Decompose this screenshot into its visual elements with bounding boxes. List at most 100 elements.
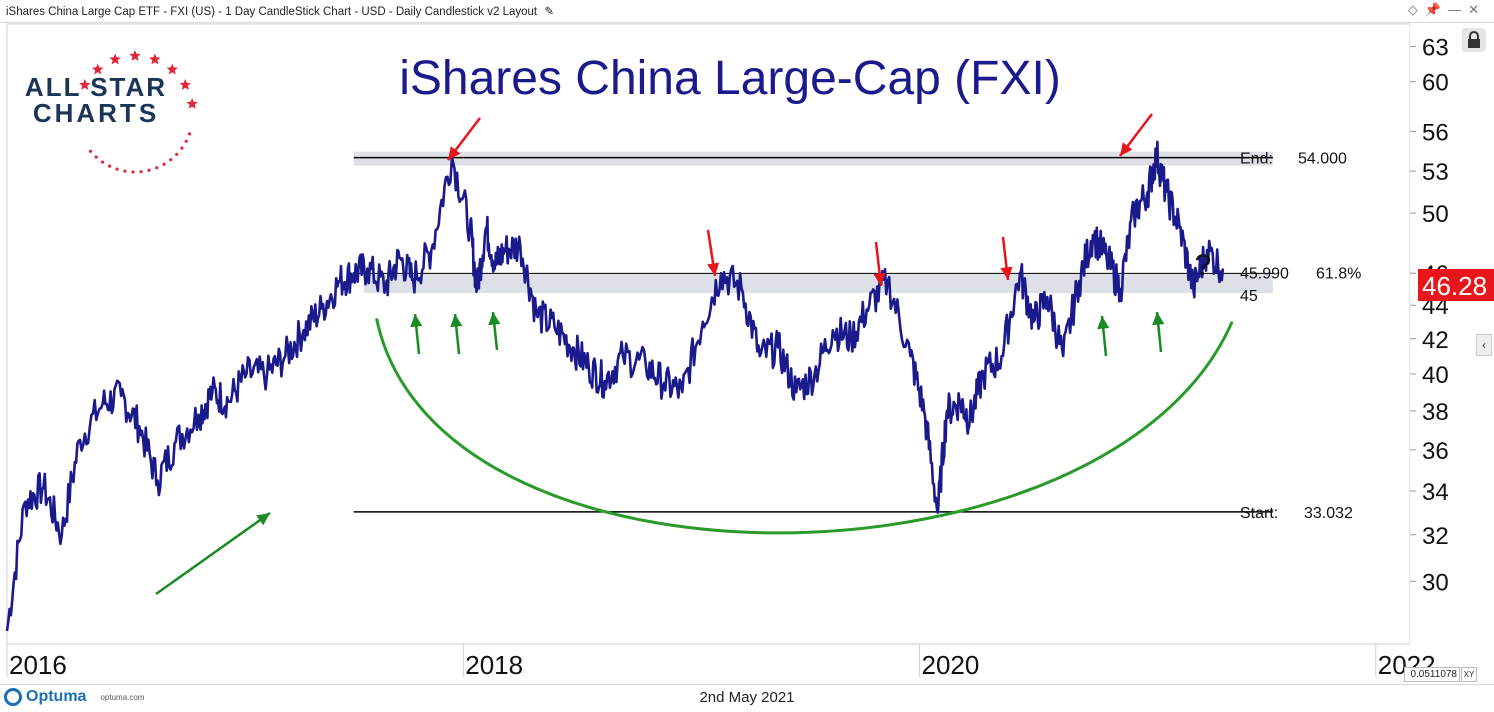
zoom-value[interactable]: 0.0511078 — [1404, 667, 1460, 682]
logo-star — [179, 79, 191, 90]
y-tick-label: 34 — [1422, 479, 1449, 506]
red-arrow-down-1-head — [448, 146, 461, 160]
logo-star — [92, 63, 104, 75]
green-arrow-up-1-head — [410, 314, 423, 328]
logo-dot — [94, 155, 98, 159]
level-45-value: 45 — [1240, 288, 1258, 305]
y-tick-label: 40 — [1422, 362, 1449, 389]
y-tick-label: 36 — [1422, 438, 1449, 465]
resistance-band — [353, 151, 1273, 166]
logo-dot — [88, 149, 93, 153]
logo-star — [109, 53, 121, 65]
rounding-bottom-arc — [375, 318, 1234, 535]
x-tick-label: 2016 — [9, 650, 67, 680]
price-chart[interactable]: 6360565350464442403836343230 20162018202… — [0, 22, 1494, 684]
green-arrow-up-3 — [488, 311, 501, 351]
window-titlebar: iShares China Large Cap ETF - FXI (US) -… — [0, 0, 1494, 23]
optuma-logo-icon — [4, 688, 22, 706]
support-band — [363, 273, 1273, 294]
minimize-icon[interactable]: — — [1448, 2, 1469, 17]
chart-title: iShares China Large-Cap (FXI) — [399, 52, 1061, 105]
pencil-icon[interactable]: ✎ — [544, 6, 554, 18]
x-axis-labels: 2016 2018 2020 2022 — [6, 644, 1436, 680]
logo-star — [186, 97, 198, 109]
logo-dot — [187, 132, 192, 136]
price-series — [5, 140, 1225, 632]
green-trend-arrow — [155, 511, 271, 596]
level-fib-value: 45.990 — [1240, 265, 1289, 282]
green-arrow-up-2 — [450, 313, 463, 355]
last-price-value: 46.28 — [1422, 271, 1487, 301]
green-arrow-up-1 — [410, 313, 423, 355]
logo-dot — [169, 158, 173, 162]
logo-star — [149, 53, 161, 65]
optuma-brand: Optuma optuma.com — [4, 688, 144, 706]
y-tick-label: 53 — [1422, 159, 1449, 186]
y-tick-label: 30 — [1422, 569, 1449, 596]
y-tick-label: 38 — [1422, 399, 1449, 426]
level-start-value: 33.032 — [1304, 505, 1353, 522]
red-arrow-down-1 — [447, 117, 481, 161]
green-trend-arrow-head — [256, 513, 270, 526]
logo-dot — [115, 167, 119, 171]
diamond-icon[interactable]: ◇ — [1407, 2, 1425, 17]
logo-dot — [100, 160, 105, 164]
question-mark-annotation: ? — [1195, 249, 1212, 282]
lock-icon[interactable] — [1462, 28, 1486, 52]
price-line — [5, 140, 1225, 632]
red-arrow-down-3-head — [873, 272, 886, 286]
green-trend-arrow-shaft — [155, 511, 271, 596]
logo-dot — [175, 152, 179, 156]
logo-dot — [123, 169, 127, 173]
logo-dot — [139, 170, 143, 174]
level-start-label: Start: — [1240, 505, 1278, 522]
y-tick-label: 60 — [1422, 70, 1449, 97]
level-labels: End: 54.000 45.990 61.8% 45 Start: 33.032 — [1240, 151, 1361, 522]
y-tick-label: 50 — [1422, 201, 1449, 228]
support-resistance-bands — [353, 151, 1273, 513]
level-end-value: 54.000 — [1298, 151, 1347, 168]
rounding-bottom-curve — [375, 318, 1234, 535]
red-arrow-down-3 — [873, 241, 886, 287]
close-icon[interactable]: ✕ — [1468, 2, 1486, 17]
plot-area — [6, 23, 1411, 645]
logo-dot — [180, 146, 184, 150]
logo-dot — [107, 164, 112, 168]
optuma-brand-text: Optuma — [26, 688, 87, 705]
red-arrow-down-4 — [1000, 236, 1013, 281]
window-controls: ◇📌—✕ — [1408, 2, 1486, 18]
window-title: iShares China Large Cap ETF - FXI (US) -… — [6, 6, 554, 18]
logo-line2: CHARTS — [33, 98, 159, 128]
all-star-charts-logo: ALL STAR CHARTS — [25, 50, 198, 174]
logo-star — [129, 50, 141, 61]
star-ring-icon — [79, 50, 198, 174]
pin-icon[interactable]: 📌 — [1424, 2, 1449, 17]
red-arrow-down-4-head — [1000, 266, 1013, 280]
y-tick-label: 42 — [1422, 327, 1449, 354]
x-tick-label: 2018 — [465, 650, 523, 680]
y-tick-label: 63 — [1422, 35, 1449, 62]
level-fib-pct: 61.8% — [1316, 265, 1361, 282]
red-arrow-down-2 — [706, 229, 720, 277]
chevron-left-icon[interactable]: ‹ — [1476, 334, 1492, 356]
red-arrow-down-5 — [1119, 113, 1153, 157]
annotation-arrows — [155, 113, 1165, 596]
footer-bar: Optuma optuma.com 2nd May 2021 — [0, 684, 1494, 712]
red-arrow-down-5-head — [1120, 142, 1133, 156]
logo-dot — [162, 162, 166, 166]
y-tick-label: 32 — [1422, 523, 1449, 550]
green-arrow-up-5 — [1152, 311, 1165, 353]
level-end-label: End: — [1240, 151, 1273, 168]
footer-date: 2nd May 2021 — [699, 689, 795, 706]
logo-star — [79, 79, 91, 90]
xy-toggle-button[interactable]: XY — [1461, 667, 1477, 682]
green-arrow-up-4 — [1097, 315, 1110, 357]
logo-line1: ALL STAR — [25, 72, 167, 102]
red-arrow-down-2-head — [707, 262, 720, 276]
optuma-url: optuma.com — [100, 692, 145, 702]
green-arrow-up-5-head — [1152, 312, 1165, 326]
y-tick-label: 56 — [1422, 119, 1449, 146]
logo-dot — [131, 170, 135, 174]
logo-dot — [184, 139, 188, 143]
green-arrow-up-4-head — [1097, 316, 1110, 330]
